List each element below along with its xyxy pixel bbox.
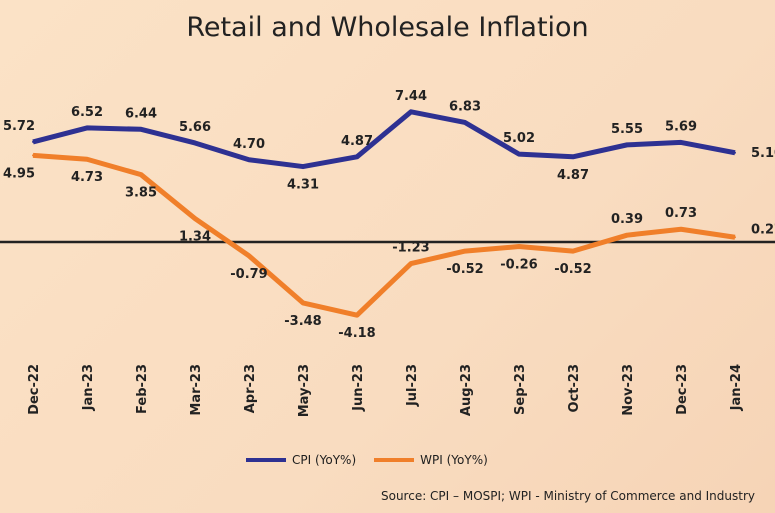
data-label: 7.44 [395, 89, 427, 104]
data-point [356, 314, 358, 317]
data-point [734, 151, 736, 154]
data-label: -0.52 [446, 262, 483, 277]
data-point [32, 154, 34, 157]
data-label: 0.73 [665, 206, 697, 221]
data-point [518, 153, 520, 156]
legend-item-cpi: CPI (YoY%) [246, 453, 356, 467]
data-label: 4.73 [71, 170, 103, 185]
x-tick-label: Jul-23 [405, 364, 420, 407]
data-label: 4.95 [3, 166, 35, 181]
data-point [410, 110, 412, 113]
data-label: 5.69 [665, 119, 697, 134]
data-label: 5.02 [503, 131, 535, 146]
data-label: 5.10 [751, 146, 775, 161]
data-point [248, 254, 250, 257]
data-label: 6.44 [125, 106, 157, 121]
series-line-wpi [32, 152, 736, 318]
data-point [302, 165, 304, 168]
series-line-cpi [32, 109, 736, 170]
x-tick-label: Jan-23 [81, 364, 96, 411]
data-point [626, 234, 628, 237]
data-label: 0.39 [611, 212, 643, 227]
data-label: 0.27 [751, 222, 775, 237]
data-label: 5.55 [611, 122, 643, 137]
data-point [140, 128, 142, 131]
data-label: 4.70 [233, 137, 265, 152]
data-point [86, 126, 88, 129]
x-tick-label: Oct-23 [567, 364, 582, 412]
data-point [572, 155, 574, 158]
data-label: 4.87 [341, 134, 373, 149]
x-tick-label: Dec-22 [27, 364, 42, 415]
x-tick-label: Feb-23 [135, 364, 150, 414]
cpi-swatch [246, 458, 286, 462]
data-point [572, 250, 574, 253]
data-label: -0.79 [230, 267, 267, 282]
x-tick-label: Jan-24 [729, 364, 744, 411]
data-label: 1.34 [179, 230, 211, 245]
data-label: -3.48 [284, 314, 321, 329]
data-label: -0.52 [554, 262, 591, 277]
source-note: Source: CPI – MOSPI; WPI - Ministry of C… [380, 489, 755, 503]
x-tick-label: May-23 [297, 364, 312, 417]
data-label: 5.72 [3, 119, 35, 134]
data-point [734, 236, 736, 239]
data-point [194, 217, 196, 220]
data-point [680, 228, 682, 231]
data-label: 5.66 [179, 120, 211, 135]
data-point [410, 262, 412, 265]
x-tick-label: Sep-23 [513, 364, 528, 415]
x-tick-label: Nov-23 [621, 364, 636, 416]
x-tick-label: Mar-23 [189, 364, 204, 416]
data-point [464, 250, 466, 253]
data-label: 6.52 [71, 105, 103, 120]
legend-label-cpi: CPI (YoY%) [292, 453, 357, 467]
data-label: -4.18 [338, 326, 375, 341]
x-tick-label: Apr-23 [243, 364, 258, 413]
x-tick-label: Jun-23 [351, 364, 366, 412]
x-tick-label: Aug-23 [459, 364, 474, 416]
data-label: 6.83 [449, 99, 481, 114]
data-point [302, 301, 304, 304]
data-label: 4.31 [287, 178, 319, 193]
data-label: -1.23 [392, 241, 429, 256]
data-point [680, 141, 682, 144]
data-point [626, 143, 628, 146]
x-tick-label: Dec-23 [675, 364, 690, 415]
data-point [194, 141, 196, 144]
data-point [32, 140, 34, 143]
data-point [518, 245, 520, 248]
data-point [464, 121, 466, 124]
legend-item-wpi: WPI (YoY%) [374, 453, 488, 467]
wpi-swatch [374, 458, 415, 462]
data-point [140, 173, 142, 176]
data-label: -0.26 [500, 258, 537, 273]
data-point [356, 155, 358, 158]
legend: CPI (YoY%) WPI (YoY%) [246, 453, 506, 467]
data-point [248, 158, 250, 161]
data-label: 4.87 [557, 168, 589, 183]
data-label: 3.85 [125, 186, 157, 201]
chart-title: Retail and Wholesale Inflation [186, 12, 589, 43]
legend-label-wpi: WPI (YoY%) [420, 453, 488, 467]
data-point [86, 158, 88, 161]
